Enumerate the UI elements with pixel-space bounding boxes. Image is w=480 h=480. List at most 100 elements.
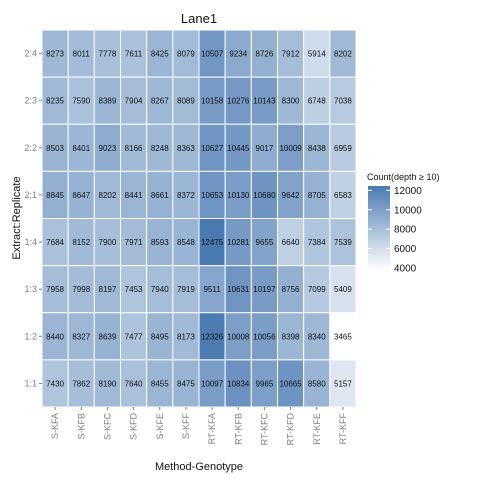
- heatmap-cell: [41, 123, 69, 172]
- cell-value-label: 10653: [201, 191, 224, 200]
- x-tick-label: S-KFC: [102, 412, 112, 440]
- heatmap-cell: [224, 29, 252, 78]
- cell-value-label: 10445: [227, 144, 250, 153]
- cell-value-label: 7590: [72, 97, 90, 106]
- cell-value-label: 8089: [177, 97, 195, 106]
- cell-value-label: 8197: [99, 285, 117, 294]
- y-tick-label: 2:3: [24, 96, 37, 106]
- cell-value-label: 10009: [279, 144, 302, 153]
- cell-value-label: 8401: [72, 144, 90, 153]
- cell-value-label: 10008: [227, 332, 250, 341]
- legend-tick-label: 6000: [394, 244, 417, 255]
- cell-value-label: 10631: [227, 285, 250, 294]
- cell-value-label: 8273: [46, 50, 64, 59]
- cell-value-label: 5157: [334, 379, 352, 388]
- heatmap-cell: [146, 76, 174, 125]
- cell-value-label: 3465: [334, 332, 352, 341]
- cell-value-label: 10056: [253, 332, 276, 341]
- heatmap-cell: [224, 265, 252, 314]
- cell-value-label: 9023: [99, 144, 117, 153]
- cell-value-label: 8441: [125, 191, 143, 200]
- x-tick-label: RT-KFE: [312, 413, 322, 445]
- heatmap-cell: [250, 29, 279, 78]
- x-tick-label: S-KFD: [129, 412, 139, 440]
- cell-value-label: 7940: [151, 285, 169, 294]
- legend-tick-label: 8000: [394, 225, 417, 236]
- x-tick-label: RT-KFC: [259, 413, 269, 446]
- cell-value-label: 8593: [151, 238, 169, 247]
- heatmap-cell: [67, 29, 95, 78]
- x-tick-label: S-KFB: [76, 413, 86, 440]
- cell-value-label: 8267: [151, 97, 169, 106]
- heatmap-cell: [67, 265, 95, 314]
- cell-value-label: 8166: [125, 144, 143, 153]
- heatmap-cell: [120, 218, 148, 267]
- heatmap-cells: 8273 8011 7778 7611 8425 8079 10507 9234 8726 791…: [41, 29, 357, 408]
- x-axis-title: Method-Genotype: [155, 461, 243, 473]
- y-tick-label: 2:4: [24, 49, 37, 59]
- heatmap-cell: [41, 359, 69, 408]
- cell-value-label: 7912: [282, 50, 300, 59]
- cell-value-label: 9642: [282, 191, 300, 200]
- heatmap-cell: [198, 218, 226, 267]
- cell-value-label: 7430: [46, 379, 64, 388]
- cell-value-label: 8079: [177, 50, 195, 59]
- heatmap-cell: [224, 312, 252, 361]
- cell-value-label: 7778: [99, 50, 117, 59]
- cell-value-label: 10281: [227, 238, 250, 247]
- y-tick-label: 1:3: [24, 284, 37, 294]
- cell-value-label: 8726: [256, 50, 274, 59]
- cell-value-label: 8845: [46, 191, 64, 200]
- cell-value-label: 8389: [99, 97, 117, 106]
- heatmap-cell: [224, 218, 252, 267]
- cell-value-label: 5409: [334, 285, 352, 294]
- heatmap-cell: [67, 359, 95, 408]
- cell-value-label: 7900: [99, 238, 117, 247]
- cell-value-label: 8190: [99, 379, 117, 388]
- cell-value-label: 8661: [151, 191, 169, 200]
- legend-title: Count(depth ≥ 10): [367, 172, 439, 182]
- y-tick-label: 2:2: [24, 143, 37, 153]
- legend-tick-label: 12000: [394, 186, 422, 197]
- heatmap-cell: [120, 76, 148, 125]
- legend-tick-label: 10000: [394, 205, 422, 216]
- heatmap-cell: [120, 265, 148, 314]
- cell-value-label: 8503: [46, 144, 64, 153]
- heatmap-cell: [172, 123, 200, 172]
- cell-value-label: 6640: [282, 238, 300, 247]
- heatmap-cell: [146, 359, 174, 408]
- heatmap-cell: [303, 218, 331, 267]
- x-tick-label: S-KFF: [181, 412, 191, 439]
- y-tick-label: 1:4: [24, 237, 37, 247]
- cell-value-label: 8705: [308, 191, 326, 200]
- cell-value-label: 8756: [282, 285, 300, 294]
- y-axis-ticks: 2:4 2:3 2:2 2:1 1:4 1:3 1:2 1:1: [24, 49, 42, 388]
- legend-tick-label: 4000: [394, 264, 417, 275]
- cell-value-label: 8455: [151, 379, 169, 388]
- cell-value-label: 7099: [308, 285, 326, 294]
- heatmap-cell: [329, 123, 357, 172]
- cell-value-label: 8173: [177, 332, 195, 341]
- heatmap-cell: [224, 359, 252, 408]
- legend: Count(depth ≥ 10) 12000 10000 8000 6000 4000: [367, 172, 439, 275]
- cell-value-label: 9234: [229, 50, 247, 59]
- cell-value-label: 10158: [201, 97, 224, 106]
- heatmap-cell: [67, 218, 95, 267]
- cell-value-label: 7640: [125, 379, 143, 388]
- cell-value-label: 9017: [256, 144, 274, 153]
- heatmap-cell: [172, 312, 200, 361]
- cell-value-label: 10507: [201, 50, 224, 59]
- heatmap-cell: [329, 29, 357, 78]
- cell-value-label: 10197: [253, 285, 276, 294]
- heatmap-cell: [329, 265, 357, 314]
- x-tick-label: RT-KFA: [207, 413, 217, 444]
- cell-value-label: 10143: [253, 97, 276, 106]
- cell-value-label: 7539: [334, 238, 352, 247]
- legend-colorbar: [368, 186, 390, 270]
- cell-value-label: 8340: [308, 332, 326, 341]
- cell-value-label: 7971: [125, 238, 143, 247]
- cell-value-label: 7684: [46, 238, 64, 247]
- heatmap-cell: [146, 170, 174, 220]
- x-tick-label: S-KFA: [50, 413, 60, 439]
- cell-value-label: 7904: [125, 97, 143, 106]
